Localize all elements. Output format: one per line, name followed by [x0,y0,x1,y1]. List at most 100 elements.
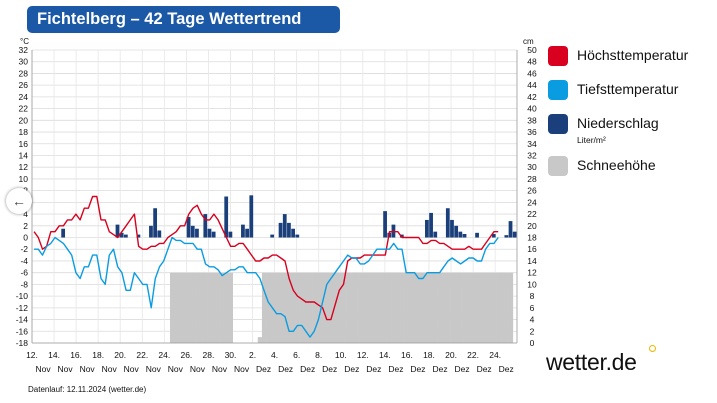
snow-depth-bar [374,272,380,343]
y-left-tick-label: 32 [19,45,29,55]
back-arrow-button[interactable]: ← [6,188,32,214]
precipitation-bar [241,224,245,238]
precipitation-bar [475,232,479,238]
x-tick-day-label: 4. [271,350,278,360]
snow-depth-bar [224,272,229,343]
y-left-tick-label: -2 [20,244,28,254]
snow-depth-bar [353,272,359,343]
x-tick-month-label: Dez [410,364,425,374]
precipitation-bar [491,234,496,238]
precipitation-bar [61,228,66,238]
snow-depth-bar [174,272,179,343]
x-tick-day-label: 14. [48,350,60,360]
x-tick-day-label: 16. [401,350,413,360]
snow-depth-bar [215,272,221,343]
x-tick-month-label: Dez [432,364,447,374]
y-left-tick-label: -12 [16,303,29,313]
snow-depth-bar [295,272,300,343]
precipitation-bar [157,230,162,238]
arrow-left-icon: ← [12,193,26,209]
snow-depth-bar [370,272,376,343]
snow-depth-bar [399,272,405,343]
snow-depth-bar [337,272,342,343]
precipitation-bar [462,234,467,238]
snow-depth-bar [404,272,409,343]
snow-depth-area [169,272,514,343]
snow-depth-bar [228,272,233,343]
snow-depth-bar [454,272,459,343]
y-left-tick-label: 16 [19,139,29,149]
legend-label-max-temp: Höchsttemperatur [577,47,689,63]
x-tick-month-label: Dez [455,364,470,374]
x-tick-month-label: Dez [256,364,271,374]
x-tick-month-label: Nov [168,364,184,374]
snow-depth-bar [450,272,455,343]
snow-depth-bar [412,272,417,343]
precipitation-bar [195,228,199,238]
x-tick-month-label: Dez [300,364,315,374]
x-tick-day-label: 12. [357,350,369,360]
chart-axes: -18-16-14-12-10-8-6-4-202468101214161820… [16,37,537,374]
legend-swatch-min-temp [548,80,568,100]
snow-depth-bar [178,272,183,343]
snow-depth-bar [328,272,334,343]
snow-depth-bar [207,272,213,343]
x-tick-day-label: 2. [249,350,256,360]
precipitation-bar [153,208,158,238]
snow-depth-bar [387,272,392,343]
x-tick-day-label: 8. [315,350,322,360]
legend-swatch-snow-depth [548,156,568,176]
y-left-tick-label: 24 [19,92,29,102]
y-left-tick-label: -6 [20,268,28,278]
y-right-tick-label: 26 [527,186,537,196]
snow-depth-bar [504,272,509,343]
x-tick-day-label: 12. [26,350,38,360]
snow-depth-bar [379,272,384,343]
y-right-tick-label: 14 [527,256,537,266]
y-left-tick-label: 20 [19,115,29,125]
chart-title: Fichtelberg – 42 Tage Wettertrend [27,6,340,33]
snow-depth-bar [462,272,468,343]
x-tick-day-label: 22. [136,350,148,360]
y-right-tick-label: 32 [527,150,537,160]
precipitation-bar [270,234,275,238]
logo-sun-icon [649,345,656,352]
snow-depth-bar [445,272,451,343]
x-tick-month-label: Dez [278,364,293,374]
precipitation-bar [123,234,128,238]
precipitation-bar [504,235,509,238]
x-tick-month-label: Nov [58,364,74,374]
y-right-tick-label: 50 [527,45,537,55]
snow-depth-bar [169,272,175,343]
x-tick-month-label: Nov [190,364,206,374]
legend-label-snow-depth: Schneehöhe [577,157,656,173]
snow-depth-bar [182,272,187,343]
precipitation-bar [383,211,387,238]
x-tick-day-label: 20. [445,350,457,360]
y-left-tick-label: 28 [19,68,29,78]
snow-depth-bar [341,272,346,343]
y-left-tick-label: 2 [23,221,28,231]
x-tick-day-label: 6. [293,350,300,360]
legend-item-precipitation: Niederschlag Liter/m² [545,114,715,145]
y-left-unit: °C [20,37,29,46]
snow-depth-bar [333,272,338,343]
snow-depth-bar [324,272,330,343]
line-max-temp [33,195,499,321]
snow-depth-bar [345,272,351,343]
snow-depth-bar [195,272,200,343]
snow-depth-bar [287,272,292,343]
snow-depth-bar [425,272,430,343]
snow-depth-bar [303,272,309,343]
precipitation-bars [61,195,517,238]
snow-depth-bar [437,272,443,343]
snow-depth-bar [433,272,438,343]
y-right-tick-label: 38 [527,115,537,125]
legend-label-precipitation: Niederschlag [577,115,659,131]
precipitation-bar [445,208,450,238]
precipitation-bar [224,196,229,238]
y-right-tick-label: 4 [530,315,535,325]
data-run-footer: Datenlauf: 12.11.2024 (wetter.de) [28,385,147,394]
y-right-tick-label: 2 [530,326,535,336]
